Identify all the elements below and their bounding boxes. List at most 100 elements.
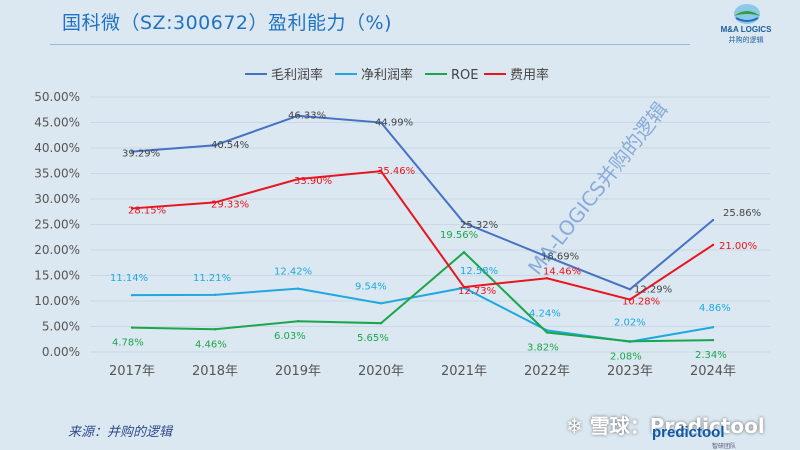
data-label: 19.56% <box>440 230 478 241</box>
data-point <box>379 169 383 173</box>
data-point <box>130 293 134 297</box>
logo-icon <box>734 4 760 24</box>
y-tick-label: 25.00% <box>34 218 80 232</box>
y-tick-label: 40.00% <box>34 141 80 155</box>
y-tick-label: 5.00% <box>42 320 80 334</box>
data-point <box>545 331 549 334</box>
data-point <box>130 326 134 329</box>
data-point <box>711 326 715 329</box>
data-point <box>296 177 300 181</box>
data-point <box>462 221 466 225</box>
y-tick-label: 45.00% <box>34 116 80 130</box>
x-tick-label: 2018年 <box>192 364 238 379</box>
data-label: 12.29% <box>634 284 672 295</box>
x-tick-label: 2020年 <box>358 364 404 379</box>
data-label: 11.14% <box>110 273 148 284</box>
y-tick-label: 10.00% <box>34 294 80 308</box>
data-point <box>379 302 383 305</box>
data-label: 33.90% <box>294 176 332 187</box>
legend-label: 费用率 <box>510 67 549 83</box>
data-point <box>296 114 300 117</box>
legend: 毛利润率 净利润率 ROE 费用率 <box>245 67 549 83</box>
x-tick-label: 2024年 <box>690 364 736 379</box>
x-tick-label: 2019年 <box>275 364 321 379</box>
axis-layer: 0.00% 5.00% 10.00% 15.00% 20.00% 25.00% 30.00%… <box>34 90 736 379</box>
data-label: 12.42% <box>274 267 312 278</box>
data-point <box>711 338 715 342</box>
data-point <box>462 251 466 254</box>
x-tick-label: 2022年 <box>524 364 570 379</box>
data-point <box>711 218 715 222</box>
data-point <box>379 321 383 325</box>
data-label: 35.46% <box>377 166 415 177</box>
x-tick-label: 2021年 <box>441 364 487 379</box>
data-point <box>130 150 134 153</box>
data-label: 3.82% <box>527 343 559 354</box>
y-tick-label: 15.00% <box>34 269 80 283</box>
data-label: 4.46% <box>195 339 227 350</box>
chart-title: 国科微（SZ:300672）盈利能力（%) <box>62 12 392 34</box>
data-point <box>628 298 632 301</box>
data-label: 29.33% <box>211 199 249 210</box>
data-point <box>628 340 632 343</box>
x-tick-label: 2017年 <box>109 364 155 379</box>
data-point <box>462 285 466 289</box>
data-point <box>296 320 300 323</box>
source-note: 来源：并购的逻辑 <box>68 425 173 440</box>
logo-subtitle: 并购的逻辑 <box>728 36 764 44</box>
data-label: 40.54% <box>211 140 249 151</box>
data-label: 18.69% <box>541 252 579 263</box>
y-tick-label: 0.00% <box>42 345 80 359</box>
y-tick-label: 35.00% <box>34 167 80 181</box>
predictool-subtitle: 智研团队 <box>712 443 737 450</box>
data-point <box>213 144 217 147</box>
data-label: 4.78% <box>112 338 144 349</box>
data-label: 4.86% <box>699 303 731 314</box>
data-point <box>628 288 632 291</box>
legend-label: ROE <box>451 68 478 83</box>
data-point <box>545 277 549 280</box>
data-point <box>711 243 715 247</box>
data-label-layer: 39.29% 40.54% 46.33% 44.99% 25.32% 18.69% 12.2… <box>110 111 761 363</box>
predictool-logo: predictool <box>652 424 725 441</box>
series-line <box>131 114 714 291</box>
legend-label: 净利润率 <box>361 67 413 83</box>
data-label: 6.03% <box>274 331 306 342</box>
data-label: 2.02% <box>614 318 646 329</box>
data-label: 21.00% <box>719 241 757 252</box>
data-point <box>213 201 217 204</box>
y-tick-label: 50.00% <box>34 90 80 104</box>
series-layer <box>130 114 715 343</box>
data-label: 2.34% <box>695 350 727 361</box>
data-label: 11.21% <box>193 273 231 284</box>
data-label: 12.58% <box>460 266 498 277</box>
legend-label: 毛利润率 <box>271 67 323 83</box>
data-label: 44.99% <box>375 118 413 129</box>
data-label: 5.65% <box>357 333 389 344</box>
data-label: 25.32% <box>460 220 498 231</box>
data-point <box>545 255 549 258</box>
data-label: 28.15% <box>128 205 166 216</box>
title-divider <box>50 44 690 45</box>
data-point <box>213 328 217 331</box>
data-label: 2.08% <box>610 351 642 362</box>
xueqiu-watermark: ❄ 雪球：Predictool <box>566 414 765 438</box>
y-tick-label: 20.00% <box>34 243 80 257</box>
data-label: 9.54% <box>355 281 387 292</box>
series-line <box>131 250 714 343</box>
data-point <box>213 293 217 297</box>
data-label: 14.46% <box>543 266 581 277</box>
series-line <box>131 170 714 301</box>
grid-layer <box>90 96 770 353</box>
data-point <box>379 121 383 124</box>
data-label: 39.29% <box>122 149 160 160</box>
data-point <box>296 287 300 290</box>
x-tick-label: 2023年 <box>607 364 653 379</box>
y-tick-label: 30.00% <box>34 192 80 206</box>
logo-name: M&A LOGICS <box>720 25 772 34</box>
data-label: 25.86% <box>723 208 761 219</box>
data-label: 4.24% <box>529 308 561 319</box>
data-label: 10.28% <box>622 297 660 308</box>
